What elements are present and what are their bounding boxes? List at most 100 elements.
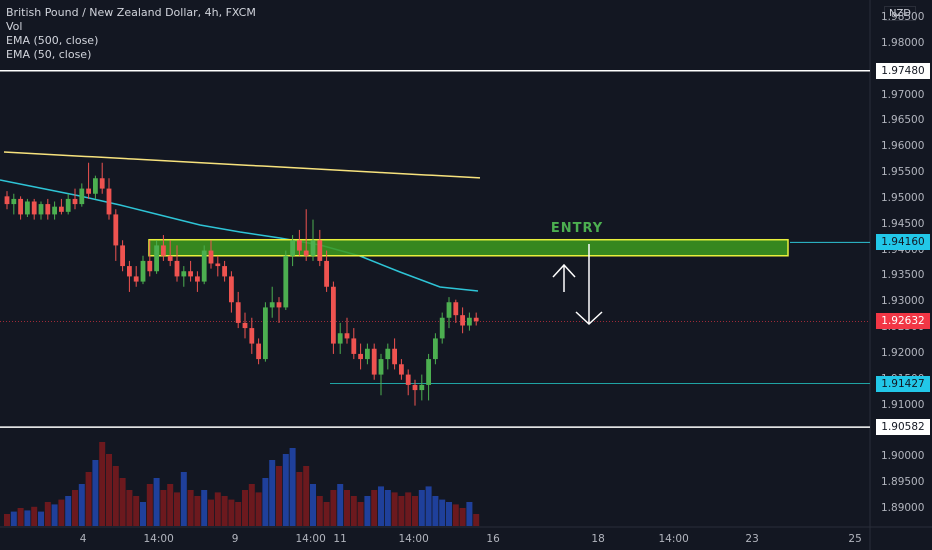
candle-body — [161, 245, 166, 256]
volume-bar — [350, 496, 357, 526]
candle-body — [256, 343, 261, 360]
candle-body — [249, 328, 255, 344]
candle-body — [317, 240, 323, 261]
volume-bar — [44, 502, 51, 526]
volume-bar — [31, 506, 38, 526]
candle-body — [113, 214, 119, 246]
candle-body — [154, 245, 159, 272]
volume-bar — [357, 502, 364, 526]
price-tick: 1.89500 — [881, 476, 925, 489]
candle-body — [133, 276, 139, 282]
time-tick: 4 — [79, 533, 87, 545]
time-tick: 23 — [745, 533, 759, 545]
price-tick: 1.95000 — [881, 191, 925, 204]
volume-bar — [106, 454, 112, 526]
candle-body — [405, 374, 411, 385]
volume-bar — [262, 478, 269, 526]
price-tick: 1.96000 — [881, 140, 925, 153]
volume-bar — [78, 484, 85, 526]
volume-bar — [282, 454, 289, 526]
volume-bar — [378, 486, 384, 526]
time-tick: 16 — [486, 533, 500, 545]
price-label: 1.94160 — [876, 234, 930, 251]
volume-bar — [364, 496, 371, 526]
chart-legend: British Pound / New Zealand Dollar, 4h, … — [6, 6, 256, 62]
volume-bar — [228, 499, 235, 526]
candle-body — [229, 276, 234, 303]
volume-bar — [391, 492, 398, 526]
volume-bar — [248, 484, 255, 526]
price-tick: 1.96500 — [881, 114, 925, 127]
time-tick: 9 — [231, 533, 239, 545]
candle-body — [147, 260, 153, 272]
volume-bar — [276, 466, 282, 526]
volume-bar — [425, 486, 432, 526]
candle-body — [337, 333, 343, 344]
volume-bar — [51, 504, 58, 526]
candle-body — [297, 240, 302, 251]
candle-body — [140, 260, 146, 282]
ema500-indicator-label[interactable]: EMA (500, close) — [6, 34, 99, 47]
volume-bar — [140, 502, 146, 526]
price-tick: 1.89000 — [881, 501, 925, 514]
volume-bar — [303, 466, 310, 526]
price-label: 1.91427 — [876, 375, 930, 392]
volume-bar — [316, 496, 323, 526]
price-label: 1.90582 — [876, 419, 930, 436]
volume-bar — [344, 490, 350, 526]
volume-bar — [289, 448, 296, 526]
volume-bar — [459, 508, 466, 526]
volume-indicator-label[interactable]: Vol — [6, 20, 23, 33]
volume-bar — [330, 490, 337, 526]
candle-body — [174, 260, 180, 277]
candle-body — [290, 240, 295, 256]
volume-bar — [4, 514, 10, 526]
volume-bar — [384, 490, 391, 526]
symbol-title[interactable]: British Pound / New Zealand Dollar, 4h, … — [6, 6, 256, 19]
currency-badge[interactable]: NZD — [883, 6, 916, 21]
candle-body — [385, 348, 391, 360]
candle-body — [433, 338, 438, 360]
time-tick: 14:00 — [143, 533, 174, 545]
up-arrow-head — [552, 263, 576, 278]
ema500-line — [3, 151, 481, 179]
volume-bar — [24, 510, 31, 526]
volume-bar — [398, 496, 405, 526]
volume-bar — [432, 496, 439, 526]
down-arrow-head — [575, 311, 603, 326]
candle-body — [208, 250, 214, 264]
candle-body — [222, 266, 227, 277]
candle-body — [11, 198, 17, 205]
volume-bar — [405, 492, 412, 526]
candle-body — [344, 333, 350, 339]
candle-body — [399, 364, 404, 375]
volume-bar — [242, 490, 248, 526]
price-label: 1.97480 — [876, 62, 930, 79]
volume-bar — [112, 466, 119, 526]
candle-body — [188, 271, 193, 277]
volume-bar — [439, 499, 446, 526]
volume-bar — [452, 504, 459, 526]
volume-bar — [65, 496, 72, 526]
candle-body — [79, 188, 85, 205]
candle-body — [25, 201, 30, 215]
volume-bar — [323, 502, 330, 526]
candle-body — [269, 302, 275, 308]
time-tick: 11 — [333, 533, 347, 545]
time-tick: 14:00 — [398, 533, 429, 545]
candle-body — [181, 271, 187, 277]
candle-body — [38, 204, 44, 215]
candle-body — [263, 307, 268, 360]
candle-body — [419, 384, 425, 391]
volume-bar — [446, 502, 452, 526]
volume-bar — [473, 514, 480, 526]
volume-bar — [119, 478, 126, 526]
candle-body — [467, 317, 472, 326]
candle-body — [18, 198, 23, 215]
candle-body — [331, 286, 336, 344]
volume-bar — [99, 442, 106, 526]
ema50-indicator-label[interactable]: EMA (50, close) — [6, 48, 92, 61]
candle-body — [303, 250, 309, 256]
time-tick: 18 — [591, 533, 605, 545]
